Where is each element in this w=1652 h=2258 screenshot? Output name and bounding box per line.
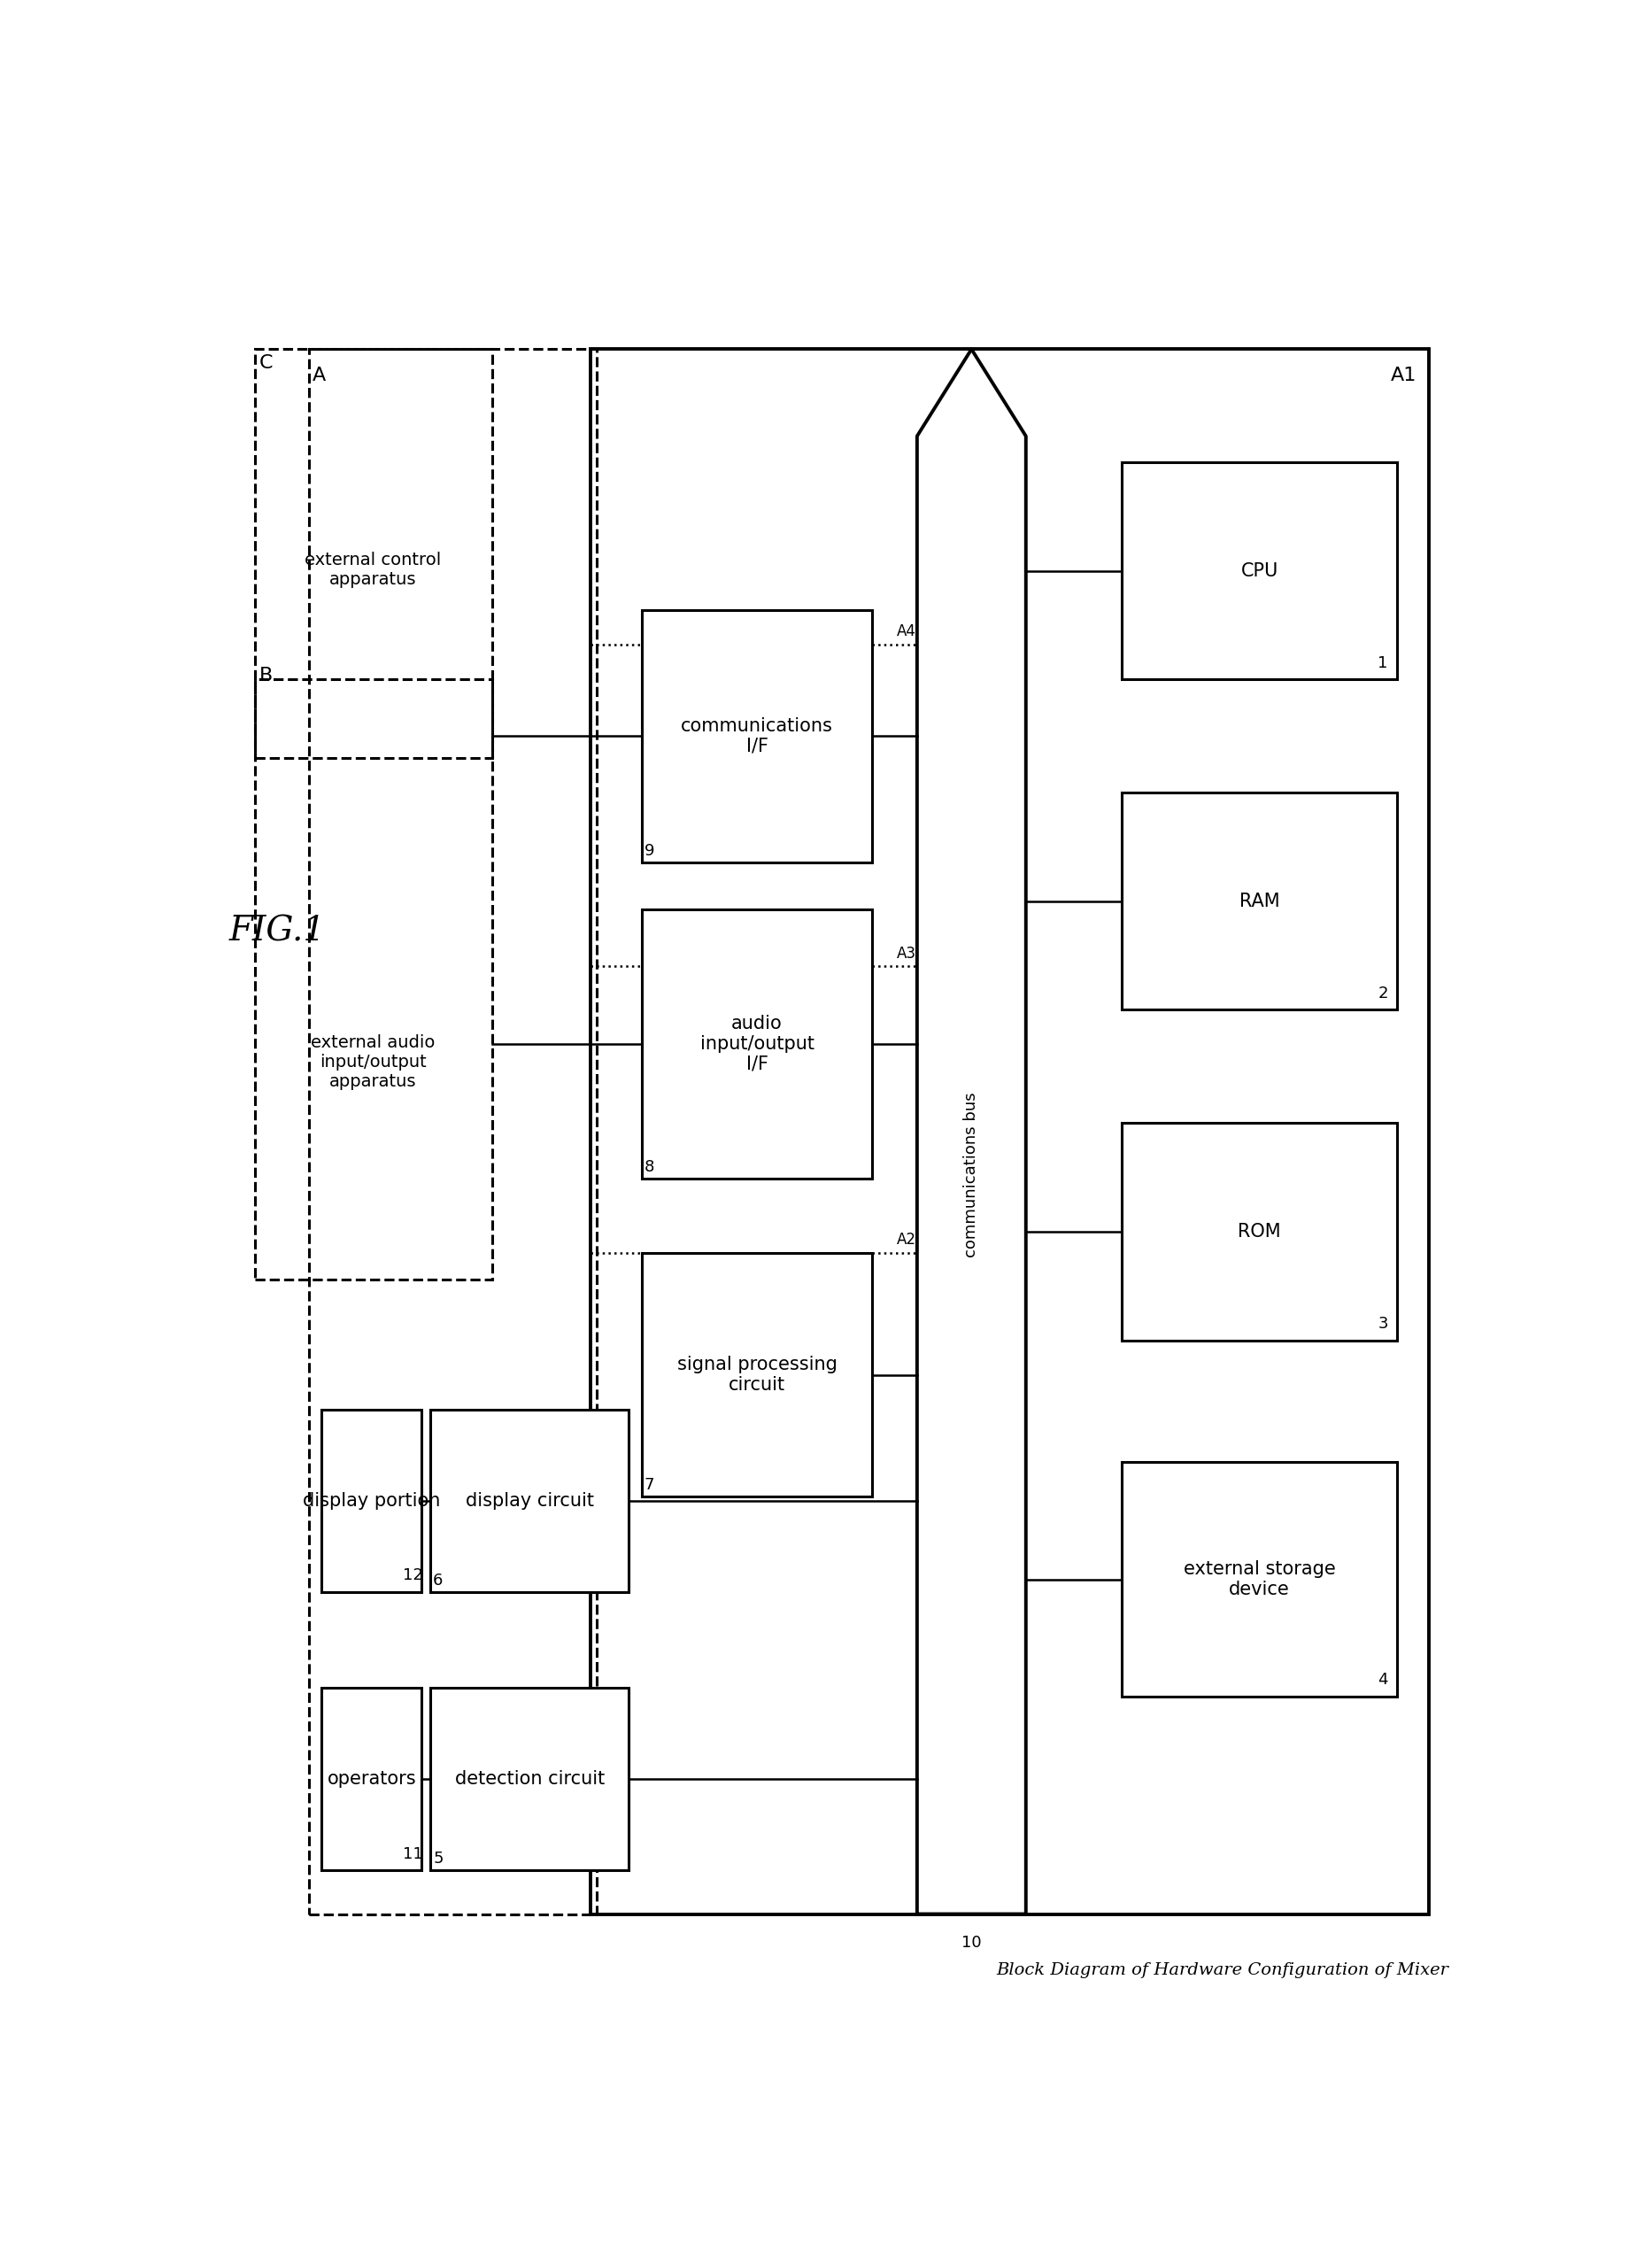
Bar xyxy=(431,1689,629,1870)
Text: B: B xyxy=(259,666,273,684)
Text: signal processing
circuit: signal processing circuit xyxy=(677,1355,838,1393)
Text: 2: 2 xyxy=(1378,984,1388,1000)
Text: 4: 4 xyxy=(1378,1671,1388,1689)
Text: RAM: RAM xyxy=(1239,892,1280,910)
Text: A: A xyxy=(312,366,325,384)
Text: operators: operators xyxy=(327,1770,416,1788)
Text: 3: 3 xyxy=(1378,1316,1388,1332)
Bar xyxy=(431,1409,629,1592)
Text: 10: 10 xyxy=(961,1935,981,1951)
Bar xyxy=(309,350,596,1915)
Text: external control
apparatus: external control apparatus xyxy=(304,551,441,587)
Text: A3: A3 xyxy=(897,946,915,962)
Bar xyxy=(322,1689,421,1870)
Text: FIG.1: FIG.1 xyxy=(228,914,325,948)
Bar xyxy=(1122,793,1398,1009)
Text: CPU: CPU xyxy=(1241,562,1279,580)
Bar xyxy=(1122,1122,1398,1341)
Bar xyxy=(1122,463,1398,680)
Text: 1: 1 xyxy=(1378,655,1388,671)
Text: display circuit: display circuit xyxy=(466,1493,595,1511)
Text: 9: 9 xyxy=(644,842,654,858)
Text: display portion: display portion xyxy=(302,1493,441,1511)
Text: 7: 7 xyxy=(644,1477,654,1493)
Text: A2: A2 xyxy=(897,1233,915,1249)
Text: 8: 8 xyxy=(644,1158,654,1174)
Text: 11: 11 xyxy=(403,1845,423,1863)
Text: communications bus: communications bus xyxy=(963,1093,980,1258)
Bar xyxy=(254,680,492,1280)
Bar xyxy=(591,350,1429,1915)
Text: external audio
input/output
apparatus: external audio input/output apparatus xyxy=(311,1034,434,1091)
Text: 12: 12 xyxy=(403,1567,423,1583)
Text: C: C xyxy=(259,355,273,373)
Text: Block Diagram of Hardware Configuration of Mixer: Block Diagram of Hardware Configuration … xyxy=(996,1962,1449,1978)
Bar xyxy=(641,1253,872,1497)
Bar xyxy=(1122,1461,1398,1696)
Polygon shape xyxy=(917,350,1026,1915)
Bar xyxy=(641,910,872,1179)
Text: A4: A4 xyxy=(897,623,915,639)
Text: ROM: ROM xyxy=(1237,1224,1280,1240)
Text: A1: A1 xyxy=(1391,366,1416,384)
Bar xyxy=(641,610,872,863)
Bar xyxy=(322,1409,421,1592)
Text: audio
input/output
I/F: audio input/output I/F xyxy=(700,1014,814,1073)
Bar xyxy=(254,350,492,759)
Text: communications
I/F: communications I/F xyxy=(681,718,833,754)
Text: 5: 5 xyxy=(433,1852,443,1867)
Text: 6: 6 xyxy=(433,1574,443,1590)
Text: external storage
device: external storage device xyxy=(1183,1560,1335,1599)
Text: detection circuit: detection circuit xyxy=(454,1770,605,1788)
